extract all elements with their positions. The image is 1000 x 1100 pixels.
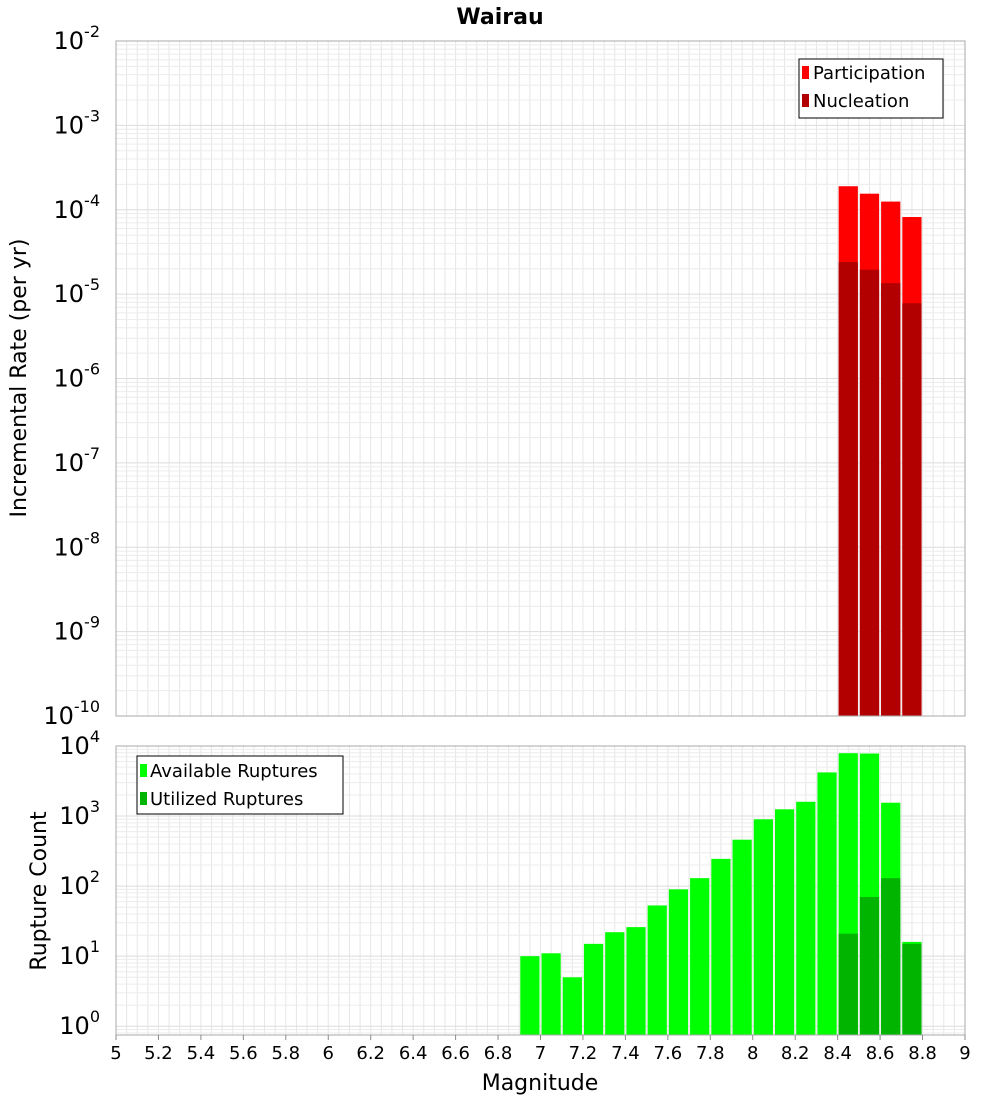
top-y-axis-label: Incremental Rate (per yr) <box>7 239 32 518</box>
x-tick-label: 8.8 <box>908 1043 937 1064</box>
x-tick-label: 6 <box>323 1043 334 1064</box>
x-tick-label: 5.4 <box>187 1043 216 1064</box>
bottom-bar-utilized-ruptures <box>859 896 880 1035</box>
top-legend-box <box>798 58 944 119</box>
top-bar-nucleation <box>881 283 901 716</box>
x-tick-label: 8 <box>747 1043 758 1064</box>
x-tick-label: 8.2 <box>781 1043 810 1064</box>
bottom-bar-available-ruptures <box>817 772 837 1035</box>
bottom-legend-box <box>136 755 344 815</box>
x-tick-label: 5 <box>110 1043 121 1064</box>
legend-swatch-available <box>140 764 147 777</box>
top-y-tick-label: 10-4 <box>54 191 101 224</box>
top-y-tick-label: 10-5 <box>54 275 101 308</box>
top-y-tick-label: 10-7 <box>54 444 101 477</box>
legend-label-available: Available Ruptures <box>150 761 318 782</box>
x-axis-label: Magnitude <box>482 1071 599 1096</box>
top-y-tick-label: 10-6 <box>54 360 101 393</box>
x-tick-label: 6.6 <box>441 1043 470 1064</box>
bottom-bar-available-ruptures <box>796 801 816 1035</box>
top-legend: Participation Nucleation <box>798 58 944 119</box>
bottom-bar-available-ruptures <box>541 953 561 1035</box>
x-tick-label: 7.4 <box>611 1043 640 1064</box>
legend-swatch-utilized <box>140 792 147 805</box>
legend-label-participation: Participation <box>813 63 925 84</box>
bottom-bar-utilized-ruptures <box>902 943 922 1035</box>
x-tick-label: 7.8 <box>696 1043 725 1064</box>
x-tick-label: 6.2 <box>356 1043 385 1064</box>
top-bar-nucleation <box>859 269 880 716</box>
bottom-bar-available-ruptures <box>668 889 689 1035</box>
bottom-y-tick-label: 101 <box>59 937 100 970</box>
bottom-bar-available-ruptures <box>711 858 731 1035</box>
x-tick-label: 5.2 <box>144 1043 173 1064</box>
x-tick-label: 7 <box>535 1043 546 1064</box>
top-bars <box>838 186 922 716</box>
x-tick-label: 7.2 <box>569 1043 598 1064</box>
bottom-bar-available-ruptures <box>583 943 604 1035</box>
top-bar-nucleation <box>838 262 858 716</box>
bottom-y-tick-labels: 104 103 102 101 100 <box>59 727 100 1040</box>
x-tick-labels: 5 5.2 5.4 5.6 5.8 6 6.2 6.4 6.6 6.8 7 7.2 7.4 7.6 7.8 8… <box>110 1035 971 1064</box>
top-y-tick-label: 10-8 <box>54 528 101 561</box>
bottom-y-tick-label: 100 <box>59 1007 100 1040</box>
top-y-tick-labels: 10-2 10-3 10-4 10-5 10-6 10-7 10-8 10-9 10-10 <box>43 22 100 730</box>
bottom-bar-available-ruptures <box>690 878 710 1035</box>
top-y-tick-label: 10-10 <box>43 697 100 730</box>
bottom-bar-utilized-ruptures <box>838 933 858 1035</box>
legend-label-utilized: Utilized Ruptures <box>150 789 303 810</box>
bottom-bar-available-ruptures <box>626 927 646 1035</box>
top-y-tick-label: 10-3 <box>54 106 101 139</box>
chart-title: Wairau <box>456 5 543 30</box>
bottom-y-tick-label: 103 <box>59 797 100 830</box>
x-tick-label: 5.8 <box>271 1043 300 1064</box>
x-tick-label: 7.6 <box>654 1043 683 1064</box>
bottom-y-axis-label: Rupture Count <box>27 811 52 971</box>
top-y-tick-label: 10-2 <box>54 22 101 55</box>
x-tick-label: 8.4 <box>823 1043 852 1064</box>
bottom-bar-available-ruptures <box>520 956 540 1035</box>
bottom-bar-available-ruptures <box>562 977 582 1035</box>
top-y-tick-label: 10-9 <box>54 613 101 646</box>
legend-label-nucleation: Nucleation <box>813 91 909 112</box>
x-tick-label: 6.4 <box>399 1043 428 1064</box>
x-tick-label: 5.6 <box>229 1043 258 1064</box>
x-tick-label: 8.6 <box>866 1043 895 1064</box>
top-grid <box>115 40 966 717</box>
bottom-bar-available-ruptures <box>732 839 752 1035</box>
bottom-bar-available-ruptures <box>753 819 773 1035</box>
legend-swatch-participation <box>802 66 809 79</box>
bottom-bar-available-ruptures <box>647 905 667 1035</box>
bottom-bar-utilized-ruptures <box>881 878 901 1035</box>
bottom-plot-panel: 104 103 102 101 100 5 5.2 5.4 5.6 5.8 6 6.2 6.4 6.6 6… <box>27 727 971 1096</box>
bottom-y-tick-label: 102 <box>59 867 100 900</box>
x-tick-label: 6.8 <box>484 1043 513 1064</box>
bottom-legend: Available Ruptures Utilized Ruptures <box>136 755 344 815</box>
top-bar-nucleation <box>902 303 922 716</box>
bottom-bars <box>520 753 922 1035</box>
bottom-y-tick-label: 104 <box>59 727 100 760</box>
x-tick-label: 9 <box>959 1043 970 1064</box>
bottom-bar-available-ruptures <box>605 932 625 1035</box>
bottom-bar-available-ruptures <box>774 809 795 1035</box>
top-plot-panel: 10-2 10-3 10-4 10-5 10-6 10-7 10-8 10-9 10-10 In… <box>7 22 966 730</box>
legend-swatch-nucleation <box>802 94 809 107</box>
top-plot-border <box>115 40 966 717</box>
